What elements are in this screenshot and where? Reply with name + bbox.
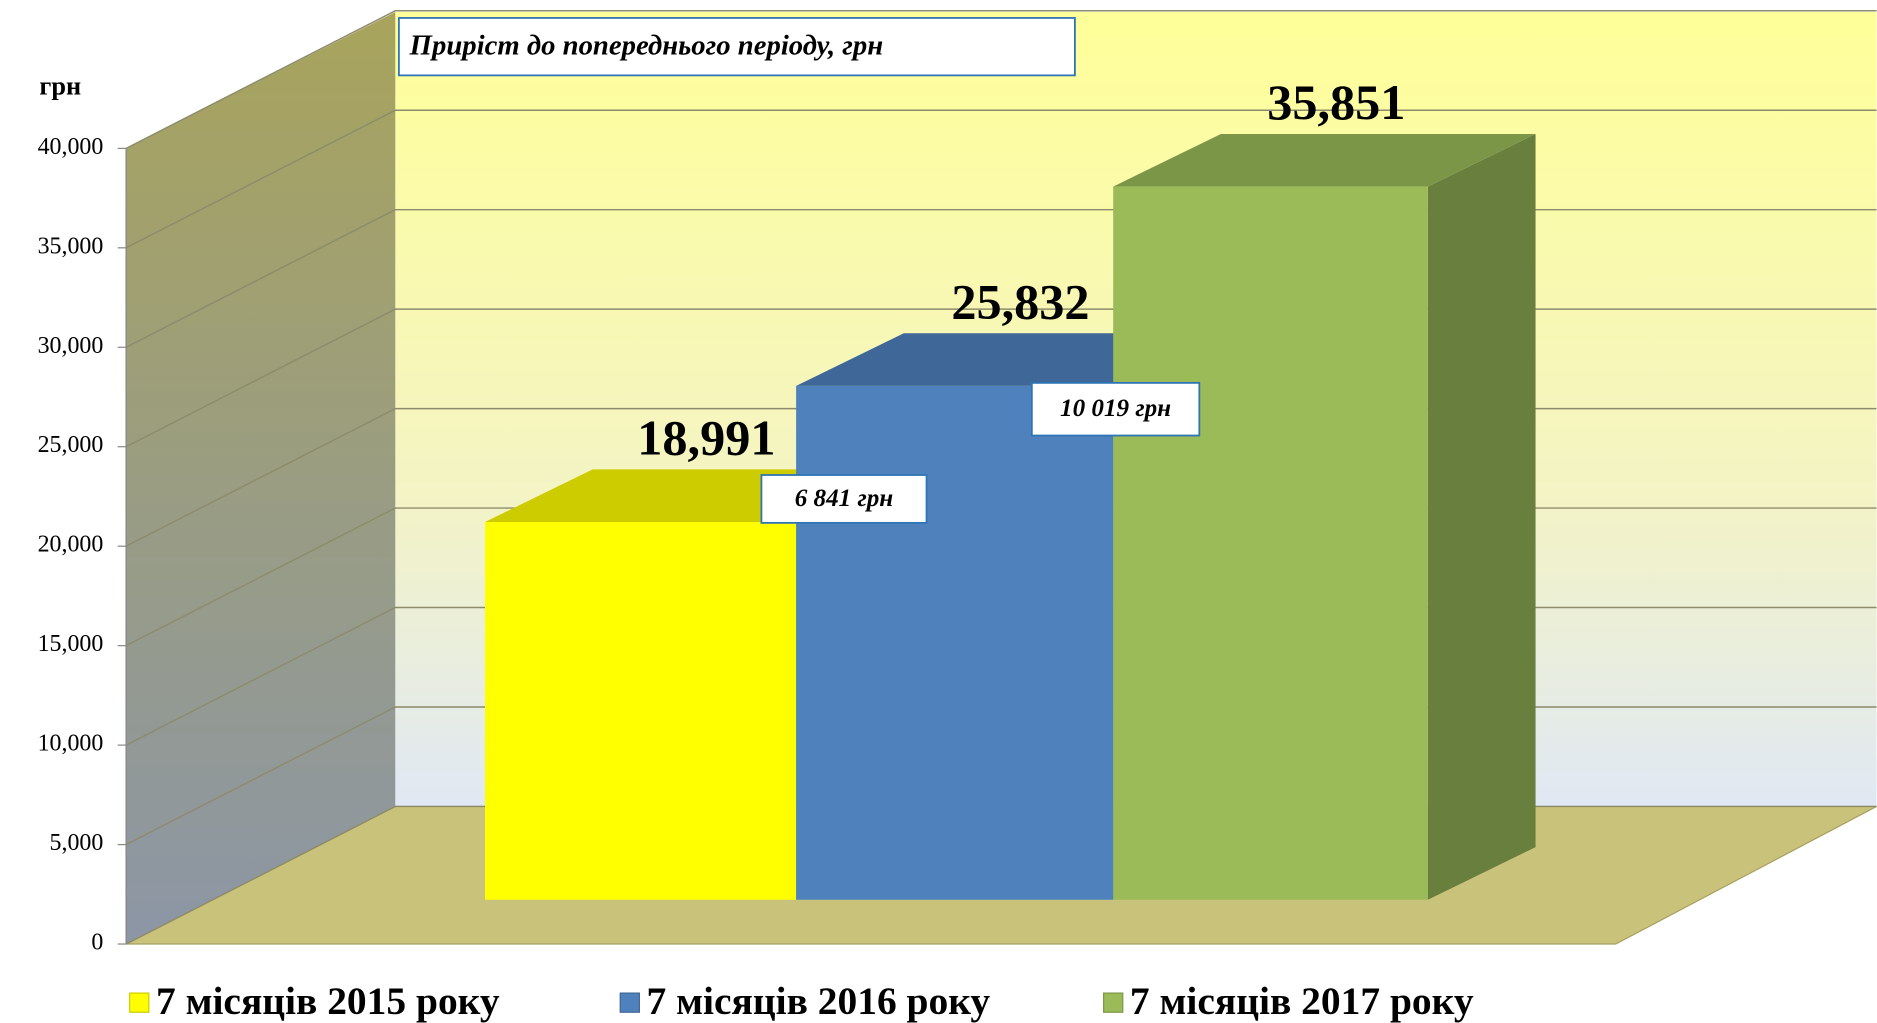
- grid-line: [125, 109, 1877, 249]
- y-tick-label: 0: [91, 930, 103, 956]
- annotation-box: [760, 474, 928, 524]
- annotation-box: [397, 17, 1076, 77]
- annotation: Приріст до попереднього періоду, грн: [409, 29, 884, 61]
- bar-top: [1113, 133, 1536, 187]
- annotation-box: [1030, 381, 1201, 437]
- y-tick-label: 25,000: [38, 432, 104, 458]
- y-tick-label: 10,000: [38, 731, 104, 757]
- y-axis-label: грн: [39, 72, 81, 101]
- bar: [1113, 186, 1428, 900]
- bar: [796, 385, 1114, 900]
- legend-label: 7 місяців 2016 року: [647, 979, 991, 1023]
- value-label: 35,851: [1267, 74, 1405, 130]
- legend-label: 7 місяців 2015 року: [156, 979, 500, 1023]
- grid-line: [125, 10, 1877, 150]
- bar-side: [1427, 133, 1536, 900]
- y-tick-label: 40,000: [38, 134, 104, 160]
- y-tick-label: 35,000: [38, 233, 104, 259]
- value-label: 25,832: [951, 273, 1089, 329]
- y-tick-label: 30,000: [38, 333, 104, 359]
- y-tick-label: 20,000: [38, 532, 104, 558]
- value-label: 18,991: [637, 410, 775, 466]
- y-tick-label: 15,000: [38, 631, 104, 657]
- annotation: 6 841 грн: [795, 485, 894, 512]
- legend-label: 7 місяців 2017 року: [1130, 979, 1474, 1023]
- annotation: 10 019 грн: [1060, 395, 1171, 422]
- y-tick-label: 5,000: [50, 830, 104, 856]
- legend-marker: [129, 992, 150, 1013]
- legend-marker: [1103, 992, 1124, 1013]
- bar: [485, 521, 797, 900]
- legend-marker: [619, 992, 640, 1013]
